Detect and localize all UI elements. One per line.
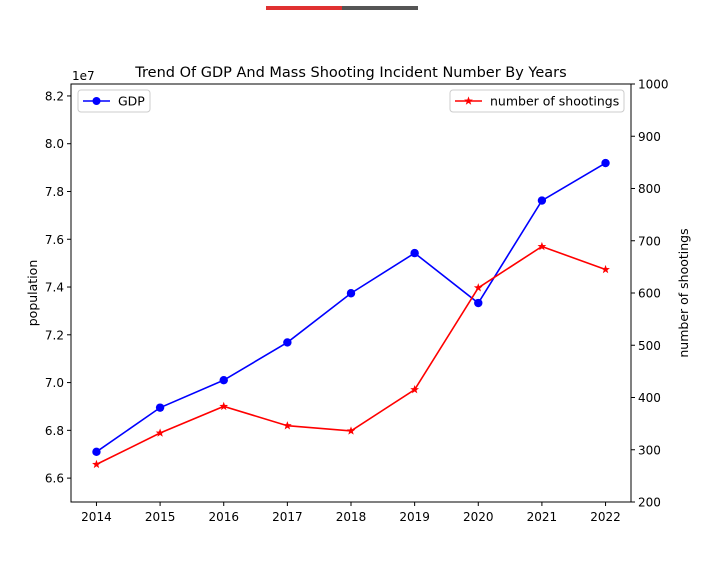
gdp-point: [155, 403, 165, 412]
x-tick-label: 2020: [463, 510, 494, 524]
right-y-tick-label: 900: [638, 130, 661, 144]
shootings-point: [473, 283, 483, 292]
series-layer: [92, 158, 610, 469]
x-tick-label: 2016: [208, 510, 239, 524]
left-y-tick-label: 8.0: [45, 137, 64, 151]
left-y-tick-label: 7.6: [45, 233, 64, 247]
chart-title: Trend Of GDP And Mass Shooting Incident …: [134, 65, 566, 81]
shootings-point: [155, 428, 165, 437]
left-y-tick-label: 6.6: [45, 472, 64, 486]
left-y-tick-label: 7.0: [45, 376, 64, 390]
shootings-point: [537, 241, 547, 251]
left-axis-label: population: [25, 260, 40, 327]
legend-shootings-marker: [464, 96, 473, 105]
top-bar-segment-red: [266, 6, 342, 10]
left-y-tick-label: 7.4: [45, 281, 64, 295]
gdp-point: [219, 375, 228, 385]
left-axis-offset-label: 1e7: [72, 69, 95, 83]
ticks-layer: 2014 2015 2016 2017 2018 2019 2020 2021 2022 6.6 6…: [45, 78, 669, 525]
right-axis-label: number of shootings: [676, 228, 691, 357]
x-tick-label: 2019: [399, 510, 430, 524]
right-y-tick-label: 400: [638, 391, 661, 405]
legend-gdp-marker: [92, 97, 101, 105]
gdp-point: [410, 248, 419, 258]
gdp-point: [92, 447, 101, 457]
left-y-tick-label: 8.2: [45, 89, 64, 103]
gdp-point: [346, 289, 356, 298]
right-y-tick-label: 200: [638, 496, 661, 510]
legend-shootings-label: number of shootings: [490, 94, 619, 109]
right-y-tick-label: 800: [638, 182, 661, 196]
right-y-tick-label: 600: [638, 287, 661, 301]
x-tick-label: 2021: [527, 510, 558, 524]
top-bar-segment-gray: [342, 6, 418, 10]
x-tick-label: 2017: [272, 510, 303, 524]
top-progress-bar: [266, 6, 418, 10]
left-y-tick-label: 6.8: [45, 424, 64, 438]
left-y-tick-label: 7.2: [45, 328, 64, 342]
gdp-point: [474, 298, 483, 308]
right-y-tick-label: 700: [638, 234, 661, 248]
gdp-point: [283, 338, 292, 347]
x-tick-label: 2015: [145, 510, 176, 524]
x-tick-label: 2014: [81, 510, 112, 524]
x-tick-label: 2018: [336, 510, 367, 524]
gdp-point: [537, 196, 547, 205]
gdp-point: [601, 158, 610, 168]
legend-gdp-box: [77, 89, 151, 113]
legend-shootings-box: [449, 89, 625, 113]
right-y-tick-label: 300: [638, 443, 661, 457]
shootings-point: [92, 459, 101, 469]
right-y-tick-label: 500: [638, 339, 661, 353]
shootings-point: [410, 385, 420, 394]
legend-gdp-label: GDP: [118, 94, 145, 109]
shootings-point: [601, 264, 610, 274]
legend-shootings: number of shootings: [449, 89, 625, 113]
plot-frame: [70, 83, 632, 503]
x-tick-label: 2022: [590, 510, 621, 524]
shootings-point: [219, 401, 229, 411]
series-line-gdp: [95, 162, 606, 453]
shootings-point: [282, 421, 292, 430]
legend-gdp: GDP: [77, 89, 151, 113]
shootings-point: [346, 426, 356, 435]
right-y-tick-label: 1000: [638, 78, 669, 92]
left-y-tick-label: 7.8: [45, 185, 64, 199]
